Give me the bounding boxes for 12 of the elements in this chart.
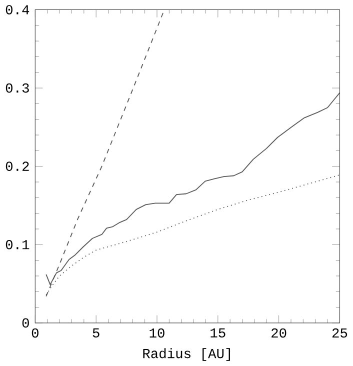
x-tick-label: 15 [210,328,226,338]
y-tick-label: 0.2 [6,162,29,172]
x-tick-label: 20 [272,328,286,338]
x-tick-label: 5 [92,328,100,338]
x-tick-label: 10 [150,328,164,338]
x-axis-title: Radius [AU] [143,348,230,361]
y-tick-label: 0 [22,318,29,328]
y-tick-label: 0.1 [6,240,30,250]
y-tick-label: 0.4 [6,5,30,14]
y-tick-label: 0.3 [6,83,29,93]
x-tick-label: 25 [332,328,348,338]
x-tick-label: 0 [32,328,38,338]
